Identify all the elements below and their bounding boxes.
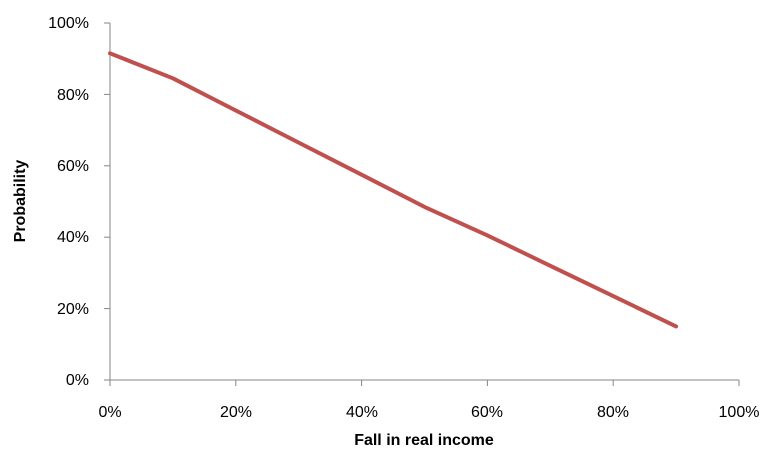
y-tick-label-0: 0% [66,372,89,389]
y-tick-label-80: 80% [57,87,89,104]
y-tick-label-40: 40% [57,229,89,246]
x-tick-label-40: 40% [346,404,378,421]
x-tick-label-80: 80% [597,404,629,421]
y-tick-label-100: 100% [48,15,89,32]
x-axis-title: Fall in real income [354,432,494,449]
y-axis-title: Probability [12,160,29,243]
y-axis-ticks: 0% 20% 40% 60% 80% 100% [48,15,89,389]
x-axis-ticks: 0% 20% 40% 60% 80% 100% [98,404,759,421]
data-line-series-0 [108,51,679,329]
x-tick-label-0: 0% [98,404,121,421]
x-tick-label-60: 60% [471,404,503,421]
y-tick-label-60: 60% [57,158,89,175]
plot-area [104,22,740,386]
x-tick-label-20: 20% [220,404,252,421]
x-tick-label-100: 100% [719,404,760,421]
y-tick-label-20: 20% [57,301,89,318]
